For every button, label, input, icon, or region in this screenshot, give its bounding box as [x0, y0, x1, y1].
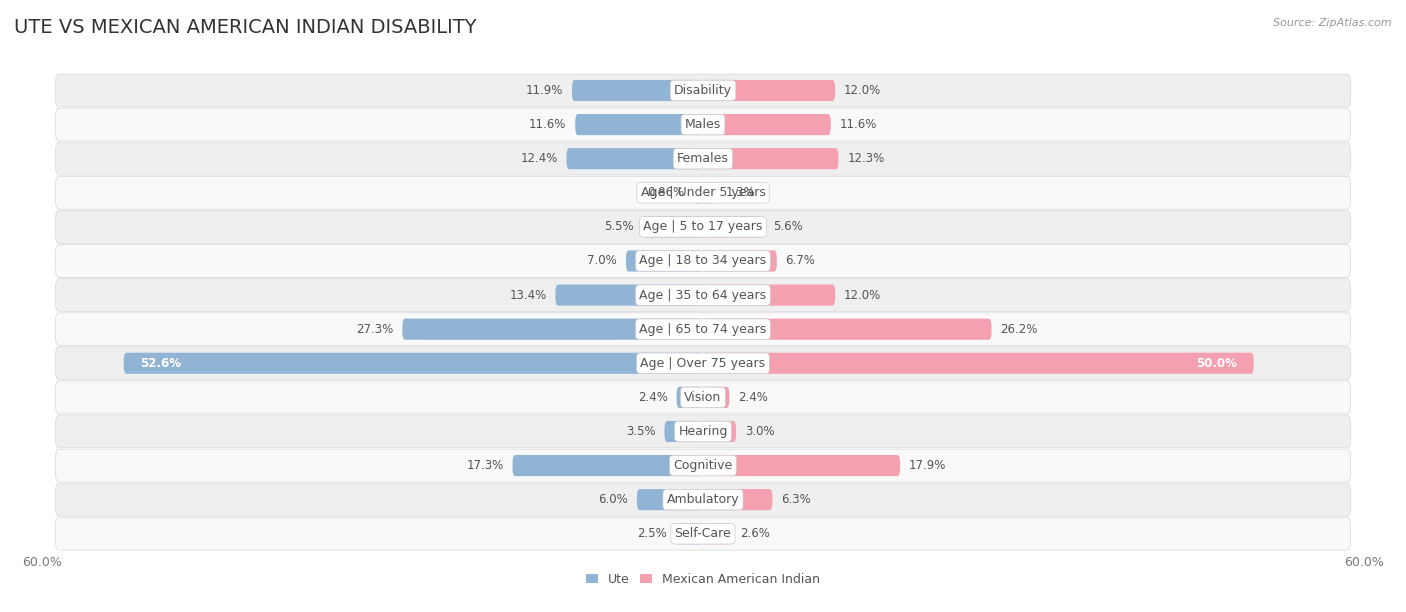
FancyBboxPatch shape — [575, 114, 703, 135]
Text: 11.6%: 11.6% — [529, 118, 567, 131]
FancyBboxPatch shape — [55, 245, 1351, 277]
Text: 1.3%: 1.3% — [725, 186, 756, 200]
FancyBboxPatch shape — [572, 80, 703, 101]
FancyBboxPatch shape — [402, 319, 703, 340]
FancyBboxPatch shape — [703, 80, 835, 101]
FancyBboxPatch shape — [55, 381, 1351, 414]
FancyBboxPatch shape — [55, 415, 1351, 448]
Text: Age | 35 to 64 years: Age | 35 to 64 years — [640, 289, 766, 302]
Text: Females: Females — [678, 152, 728, 165]
Text: 5.6%: 5.6% — [773, 220, 803, 233]
FancyBboxPatch shape — [55, 176, 1351, 209]
Text: 3.5%: 3.5% — [626, 425, 655, 438]
Text: 11.9%: 11.9% — [526, 84, 564, 97]
Legend: Ute, Mexican American Indian: Ute, Mexican American Indian — [579, 567, 827, 592]
FancyBboxPatch shape — [703, 216, 765, 237]
Text: 12.4%: 12.4% — [520, 152, 558, 165]
FancyBboxPatch shape — [703, 250, 776, 272]
Text: 7.0%: 7.0% — [588, 255, 617, 267]
FancyBboxPatch shape — [675, 523, 703, 544]
FancyBboxPatch shape — [55, 143, 1351, 175]
FancyBboxPatch shape — [55, 211, 1351, 243]
Text: 11.6%: 11.6% — [839, 118, 877, 131]
Text: 2.5%: 2.5% — [637, 528, 666, 540]
FancyBboxPatch shape — [703, 148, 838, 170]
Text: 5.5%: 5.5% — [605, 220, 634, 233]
FancyBboxPatch shape — [703, 387, 730, 408]
Text: 13.4%: 13.4% — [509, 289, 547, 302]
Text: 6.3%: 6.3% — [782, 493, 811, 506]
FancyBboxPatch shape — [703, 455, 900, 476]
FancyBboxPatch shape — [703, 319, 991, 340]
Text: Ambulatory: Ambulatory — [666, 493, 740, 506]
Text: 12.0%: 12.0% — [844, 289, 882, 302]
FancyBboxPatch shape — [55, 347, 1351, 379]
Text: 52.6%: 52.6% — [141, 357, 181, 370]
FancyBboxPatch shape — [55, 483, 1351, 516]
Text: 2.4%: 2.4% — [638, 391, 668, 404]
FancyBboxPatch shape — [703, 353, 1254, 374]
FancyBboxPatch shape — [693, 182, 703, 203]
Text: Self-Care: Self-Care — [675, 528, 731, 540]
FancyBboxPatch shape — [703, 182, 717, 203]
FancyBboxPatch shape — [703, 285, 835, 305]
Text: 0.86%: 0.86% — [648, 186, 685, 200]
Text: Males: Males — [685, 118, 721, 131]
Text: 6.7%: 6.7% — [786, 255, 815, 267]
FancyBboxPatch shape — [676, 387, 703, 408]
FancyBboxPatch shape — [665, 421, 703, 442]
Text: 2.6%: 2.6% — [741, 528, 770, 540]
Text: 50.0%: 50.0% — [1197, 357, 1237, 370]
Text: Disability: Disability — [673, 84, 733, 97]
Text: Age | 65 to 74 years: Age | 65 to 74 years — [640, 323, 766, 335]
FancyBboxPatch shape — [55, 108, 1351, 141]
FancyBboxPatch shape — [55, 517, 1351, 550]
FancyBboxPatch shape — [703, 523, 731, 544]
FancyBboxPatch shape — [55, 313, 1351, 346]
Text: 17.3%: 17.3% — [467, 459, 503, 472]
FancyBboxPatch shape — [637, 489, 703, 510]
FancyBboxPatch shape — [703, 421, 737, 442]
Text: 17.9%: 17.9% — [908, 459, 946, 472]
Text: Vision: Vision — [685, 391, 721, 404]
FancyBboxPatch shape — [555, 285, 703, 305]
Text: Cognitive: Cognitive — [673, 459, 733, 472]
Text: Source: ZipAtlas.com: Source: ZipAtlas.com — [1274, 18, 1392, 28]
Text: Age | 5 to 17 years: Age | 5 to 17 years — [644, 220, 762, 233]
Text: Age | 18 to 34 years: Age | 18 to 34 years — [640, 255, 766, 267]
FancyBboxPatch shape — [124, 353, 703, 374]
Text: Age | Over 75 years: Age | Over 75 years — [641, 357, 765, 370]
FancyBboxPatch shape — [55, 278, 1351, 312]
Text: UTE VS MEXICAN AMERICAN INDIAN DISABILITY: UTE VS MEXICAN AMERICAN INDIAN DISABILIT… — [14, 18, 477, 37]
Text: 26.2%: 26.2% — [1001, 323, 1038, 335]
Text: 6.0%: 6.0% — [599, 493, 628, 506]
Text: Age | Under 5 years: Age | Under 5 years — [641, 186, 765, 200]
FancyBboxPatch shape — [55, 449, 1351, 482]
FancyBboxPatch shape — [55, 74, 1351, 107]
Text: 3.0%: 3.0% — [745, 425, 775, 438]
Text: 12.3%: 12.3% — [848, 152, 884, 165]
Text: 27.3%: 27.3% — [356, 323, 394, 335]
FancyBboxPatch shape — [703, 114, 831, 135]
Text: 2.4%: 2.4% — [738, 391, 768, 404]
FancyBboxPatch shape — [643, 216, 703, 237]
FancyBboxPatch shape — [703, 489, 772, 510]
FancyBboxPatch shape — [567, 148, 703, 170]
Text: 12.0%: 12.0% — [844, 84, 882, 97]
FancyBboxPatch shape — [512, 455, 703, 476]
Text: Hearing: Hearing — [678, 425, 728, 438]
FancyBboxPatch shape — [626, 250, 703, 272]
